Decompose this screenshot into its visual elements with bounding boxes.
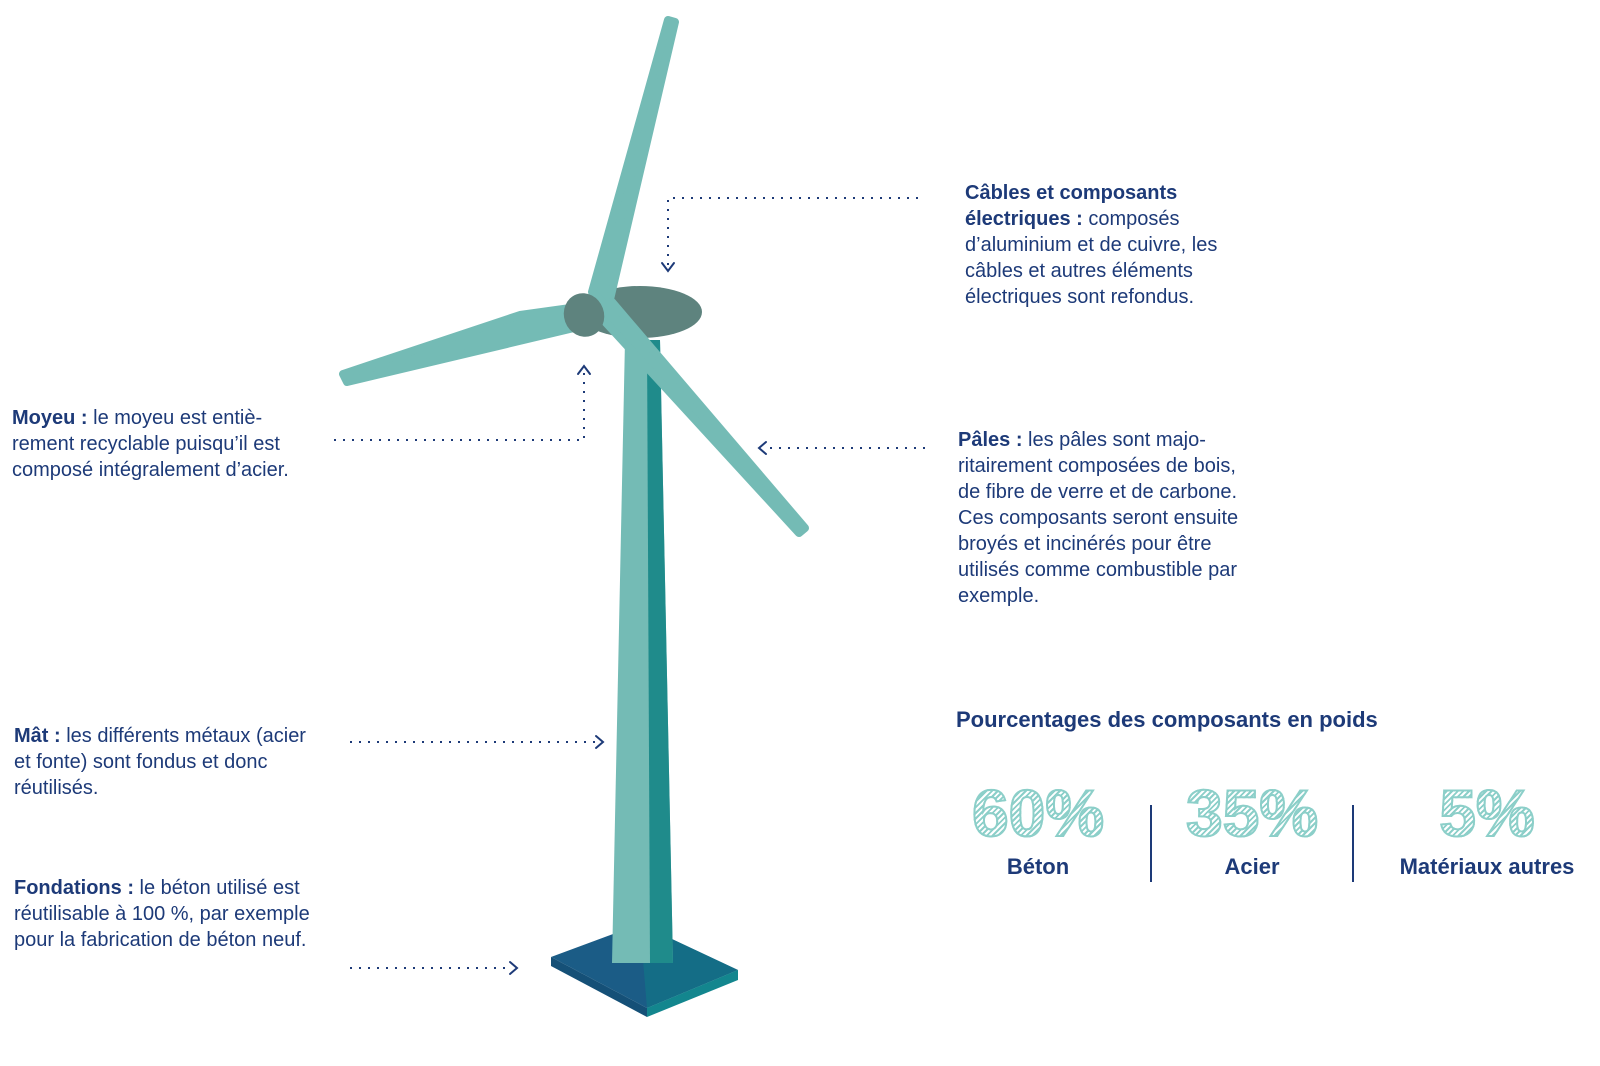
rotor-blades xyxy=(339,16,809,537)
arrow-heads xyxy=(509,262,767,975)
callout-cables: Câbles et composants électriques : compo… xyxy=(965,180,1265,310)
arrow-up-icon xyxy=(577,364,591,375)
leader-line-cables xyxy=(667,197,918,270)
callout-pales: Pâles : les pâles sont majo-ritairement … xyxy=(958,427,1258,609)
callout-cables-text: composés d’aluminium et de cuivre, les c… xyxy=(965,208,1218,308)
callout-moyeu-text: le moyeu est entiè-rement recyclable pui… xyxy=(12,407,289,481)
stats-title: Pourcentages des composants en poids xyxy=(956,707,1378,732)
rotor-hub xyxy=(563,293,605,337)
stat-acier: 35% Acier xyxy=(1142,779,1362,880)
callout-fondations-title: Fondations : xyxy=(14,877,134,899)
stat-value: 5% xyxy=(1377,779,1597,847)
tower-mast xyxy=(612,340,673,963)
stat-divider xyxy=(1150,805,1152,882)
callout-pales-title: Pâles : xyxy=(958,429,1023,451)
callout-mat: Mât : les différents métaux (acier et fo… xyxy=(14,723,314,801)
stat-divider xyxy=(1352,805,1354,882)
leader-lines xyxy=(334,197,925,969)
stat-label: Béton xyxy=(1006,854,1070,879)
leader-line-moyeu xyxy=(334,370,585,441)
arrow-left-icon xyxy=(757,441,767,455)
arrow-down-icon xyxy=(661,262,675,273)
callout-moyeu-title: Moyeu : xyxy=(12,407,88,429)
stat-label: Matériaux autres xyxy=(1399,854,1575,879)
arrow-right-icon xyxy=(509,961,519,975)
arrow-right-icon xyxy=(595,735,605,749)
callout-fondations: Fondations : le béton utilisé est réutil… xyxy=(14,875,314,953)
stat-value: 60% xyxy=(928,779,1148,847)
stat-materiaux-autres: 5% Matériaux autres xyxy=(1377,779,1597,880)
callout-cables-title: Câbles et composants électriques : xyxy=(965,182,1178,230)
callout-moyeu: Moyeu : le moyeu est entiè-rement recycl… xyxy=(12,405,312,483)
callout-pales-text: les pâles sont majo-ritairement composée… xyxy=(958,429,1239,607)
callout-mat-text: les différents métaux (acier et fonte) s… xyxy=(14,725,306,799)
stat-label: Acier xyxy=(1224,854,1280,879)
stat-value: 35% xyxy=(1142,779,1362,847)
callout-mat-title: Mât : xyxy=(14,725,61,747)
stat-beton: 60% Béton xyxy=(928,779,1148,880)
callout-fondations-text: le béton utilisé est réutilisable à 100 … xyxy=(14,877,310,951)
